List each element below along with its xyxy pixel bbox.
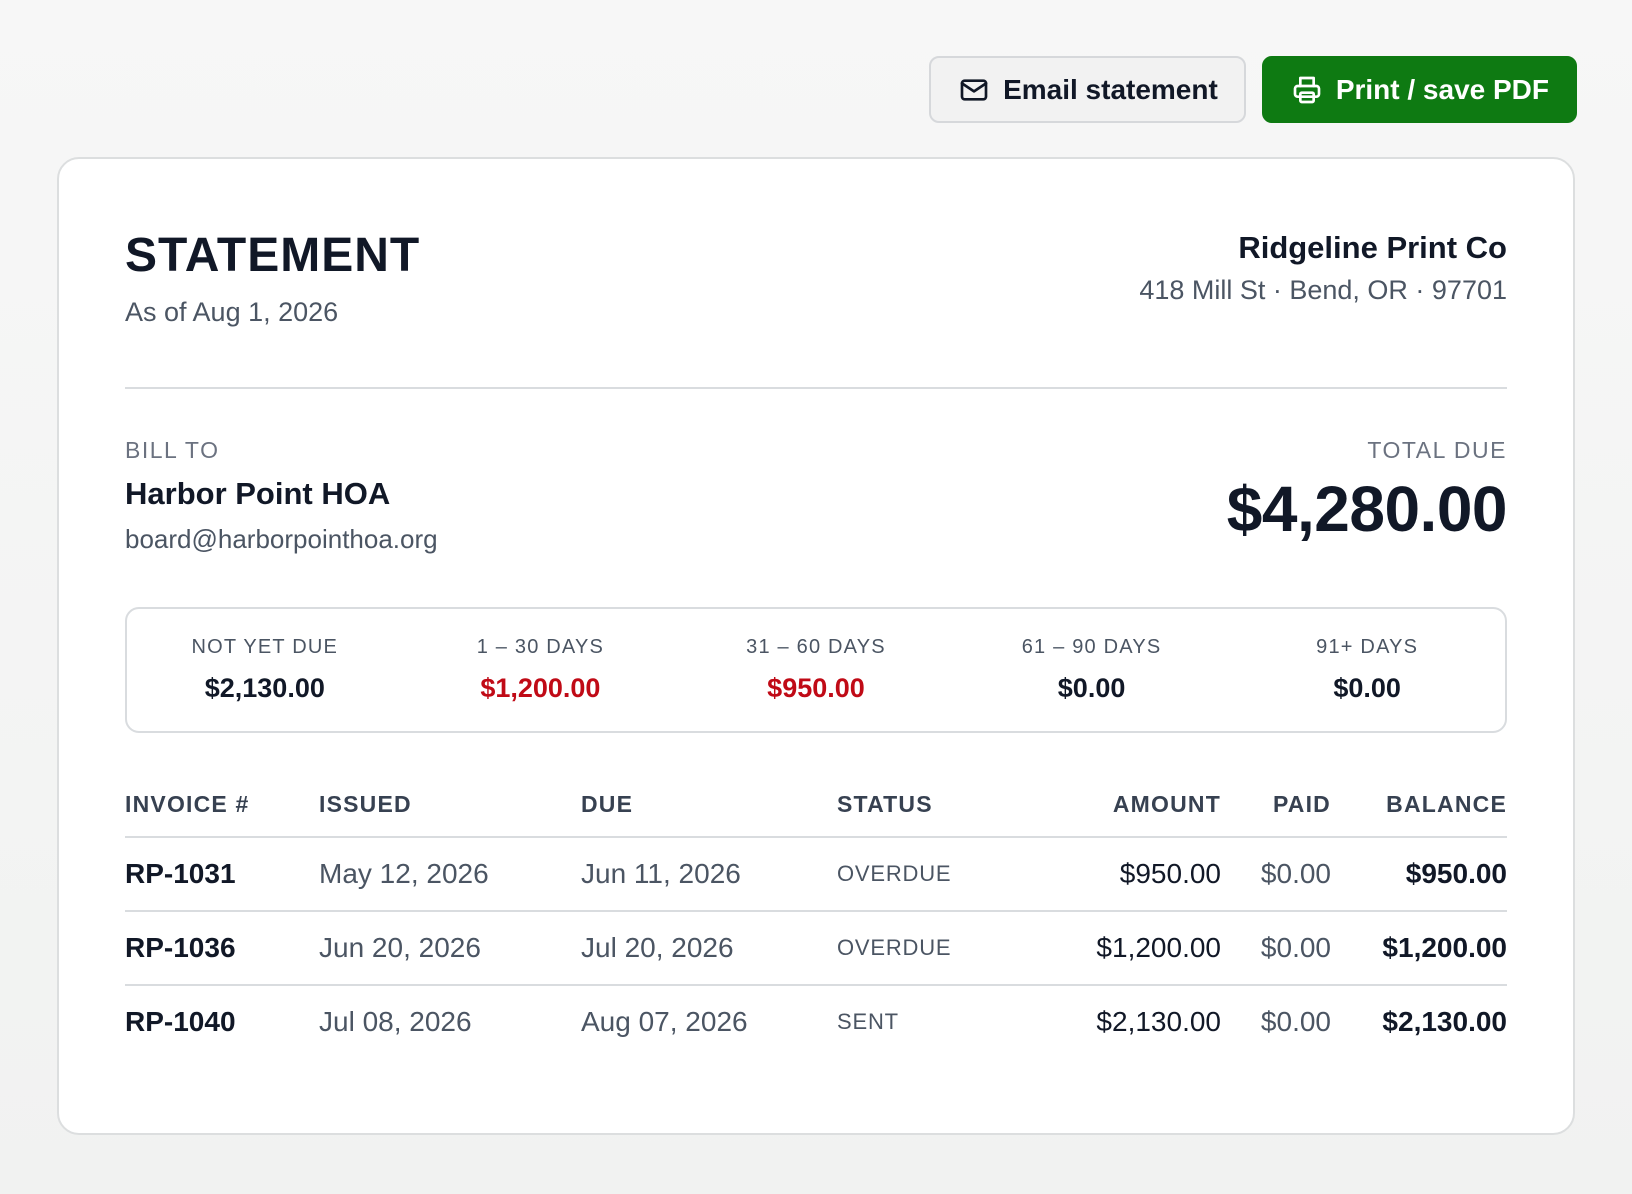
due-date: Jul 20, 2026 — [581, 911, 837, 986]
statement-card: STATEMENT As of Aug 1, 2026 Ridgeline Pr… — [57, 157, 1575, 1135]
total-due-amount: $4,280.00 — [1226, 473, 1508, 545]
aging-bucket-value: $1,200.00 — [480, 673, 601, 703]
client-email: board@harborpointhoa.org — [125, 524, 438, 554]
column-header-paid: PAID — [1221, 791, 1331, 838]
paid-amount: $0.00 — [1221, 911, 1331, 986]
table-row: RP-1031 May 12, 2026 Jun 11, 2026 OVERDU… — [125, 837, 1507, 912]
balance-amount: $1,200.00 — [1331, 911, 1507, 986]
invoice-amount: $1,200.00 — [1027, 911, 1221, 986]
table-header-row: INVOICE # ISSUED DUE STATUS AMOUNT PAID … — [125, 791, 1507, 838]
invoice-number: RP-1031 — [125, 837, 319, 912]
bill-to-label: BILL TO — [125, 437, 220, 463]
company-name: Ridgeline Print Co — [1238, 230, 1507, 265]
table-row: RP-1040 Jul 08, 2026 Aug 07, 2026 SENT $… — [125, 985, 1507, 1058]
total-due-label: TOTAL DUE — [1367, 437, 1507, 463]
invoice-number: RP-1036 — [125, 911, 319, 986]
balance-amount: $2,130.00 — [1382, 1006, 1507, 1037]
table-row: RP-1036 Jun 20, 2026 Jul 20, 2026 OVERDU… — [125, 911, 1507, 986]
column-header-due: DUE — [581, 791, 837, 838]
aging-bucket-value: $2,130.00 — [204, 673, 325, 703]
column-header-invoice: INVOICE # — [125, 791, 319, 838]
statement-title-block: STATEMENT As of Aug 1, 2026 — [125, 227, 420, 328]
invoice-amount: $950.00 — [1027, 837, 1221, 912]
printer-icon — [1290, 73, 1324, 107]
billing-section: BILL TO Harbor Point HOA board@harborpoi… — [125, 437, 1508, 607]
company-block: Ridgeline Print Co 418 Mill St · Bend, O… — [1139, 227, 1507, 306]
mail-icon — [957, 73, 991, 107]
issued-date: Jul 08, 2026 — [319, 1006, 472, 1037]
statement-title: STATEMENT — [125, 229, 421, 282]
due-date: Jun 11, 2026 — [581, 837, 837, 912]
aging-bucket-1-30-days: 1 – 30 DAYS $1,200.00 — [403, 636, 679, 704]
aging-bucket-label: 31 – 60 DAYS — [746, 636, 886, 658]
print-save-pdf-label: Print / save PDF — [1335, 73, 1549, 105]
aging-bucket-label: 91+ DAYS — [1316, 636, 1419, 658]
issued-date: May 12, 2026 — [319, 837, 581, 912]
paid-amount: $0.00 — [1221, 837, 1331, 912]
statement-date: As of Aug 1, 2026 — [125, 297, 339, 327]
aging-bucket-not-yet-due: NOT YET DUE $2,130.00 — [127, 636, 403, 704]
aging-bucket-label: 1 – 30 DAYS — [476, 636, 605, 658]
aging-bucket-value: $0.00 — [1057, 673, 1126, 703]
aging-bucket-value: $0.00 — [1333, 673, 1401, 703]
status-badge: SENT — [837, 1009, 899, 1034]
invoice-amount: $2,130.00 — [1096, 1006, 1221, 1037]
aging-bucket-label: NOT YET DUE — [191, 636, 339, 658]
paid-amount: $0.00 — [1260, 1006, 1331, 1037]
due-date: Aug 07, 2026 — [581, 1006, 748, 1037]
column-header-status: STATUS — [837, 791, 1027, 838]
aging-bucket-91-plus-days: 91+ DAYS $0.00 — [1229, 636, 1505, 704]
column-header-amount: AMOUNT — [1027, 791, 1221, 838]
balance-amount: $950.00 — [1331, 837, 1507, 912]
client-name: Harbor Point HOA — [125, 476, 391, 511]
email-statement-label: Email statement — [1003, 73, 1218, 105]
issued-date: Jun 20, 2026 — [319, 911, 581, 986]
invoice-number: RP-1040 — [125, 1006, 236, 1037]
status-badge: OVERDUE — [837, 837, 1027, 912]
column-header-issued: ISSUED — [319, 791, 581, 838]
total-due-block: TOTAL DUE $4,280.00 — [1226, 437, 1508, 607]
bill-to-block: BILL TO Harbor Point HOA board@harborpoi… — [125, 437, 438, 607]
aging-bucket-value: $950.00 — [767, 673, 865, 703]
status-badge: OVERDUE — [837, 911, 1027, 986]
company-address: 418 Mill St · Bend, OR · 97701 — [1139, 275, 1507, 305]
aging-bucket-31-60-days: 31 – 60 DAYS $950.00 — [678, 636, 954, 704]
aging-summary: NOT YET DUE $2,130.00 1 – 30 DAYS $1,200… — [125, 607, 1507, 733]
column-header-balance: BALANCE — [1331, 791, 1507, 838]
print-save-pdf-button[interactable]: Print / save PDF — [1261, 56, 1577, 123]
invoice-table: INVOICE # ISSUED DUE STATUS AMOUNT PAID … — [125, 791, 1507, 1058]
toolbar: Email statement Print / save PDF — [929, 56, 1577, 123]
aging-bucket-61-90-days: 61 – 90 DAYS $0.00 — [954, 636, 1230, 704]
aging-bucket-label: 61 – 90 DAYS — [1021, 636, 1162, 658]
email-statement-button[interactable]: Email statement — [929, 56, 1246, 123]
statement-header: STATEMENT As of Aug 1, 2026 Ridgeline Pr… — [125, 227, 1507, 389]
